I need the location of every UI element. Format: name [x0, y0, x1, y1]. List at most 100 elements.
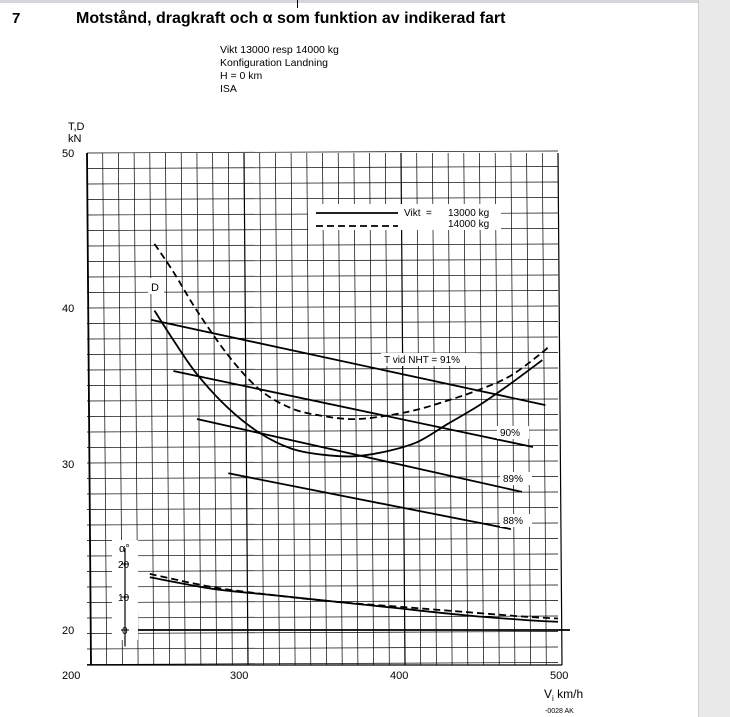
grid-hline — [86, 584, 559, 588]
grid-vline — [447, 152, 453, 666]
grid-hline — [86, 243, 559, 247]
grid-hline — [86, 646, 559, 650]
performance-chart: 20 30 40 50 200 300 400 500 α° 20 10 0 T,D kN Vi km… — [62, 121, 583, 715]
y-tick-label-20: 20 — [62, 625, 74, 637]
grid-vline — [432, 152, 437, 666]
grid-hline — [86, 631, 559, 634]
thrust-label-2: 89% — [503, 474, 523, 485]
condition-altitude: H = 0 km — [220, 70, 263, 82]
grid-vline — [557, 152, 563, 666]
condition-weight: Vikt 13000 resp 14000 kg — [220, 44, 339, 56]
grid-vline — [149, 152, 155, 666]
chart-title: Motstånd, dragkraft och α som funktion a… — [76, 10, 506, 27]
grid-vline — [290, 152, 296, 666]
alpha-tick-label-10: 10 — [118, 593, 130, 604]
x-label-unit: km/h — [554, 687, 583, 701]
grid-hline — [86, 600, 559, 603]
grid-hline — [86, 336, 559, 340]
grid-hline — [86, 181, 559, 185]
alpha-axis-label: α° — [119, 543, 130, 555]
grid-hline — [86, 476, 559, 479]
x-label-sub: i — [552, 694, 554, 703]
grid-hline — [86, 491, 559, 495]
grid-hline — [86, 398, 559, 402]
drag-label: D — [151, 282, 159, 294]
grid-vline — [463, 152, 469, 666]
grid-hline — [86, 538, 559, 541]
grid-vline — [243, 152, 249, 666]
grid-hline — [86, 367, 559, 371]
alpha-curve-14000 — [149, 573, 559, 620]
fold-mark — [297, 0, 298, 8]
thrust-label-bg-1 — [497, 426, 529, 439]
grid-hline — [86, 429, 559, 433]
grid-vline — [180, 152, 186, 666]
grid-hline — [86, 507, 559, 510]
grid-vline — [494, 152, 500, 666]
y-tick-label-30: 30 — [62, 459, 74, 471]
drag-label-bg — [148, 278, 164, 294]
grid-vline — [479, 152, 484, 666]
grid-vline — [541, 152, 547, 666]
y-tick-label-50: 50 — [62, 148, 74, 160]
grid-hline — [86, 290, 559, 293]
grid-hline — [86, 166, 559, 169]
grid-hline — [86, 150, 559, 154]
axis-labels: T,D kN Vi km/h -0028 AK — [68, 121, 583, 715]
legend-entry-14000: 14000 kg — [448, 219, 489, 230]
grid-hline — [86, 553, 559, 557]
x-label-v: Vi km/h — [544, 687, 583, 703]
footnote: -0028 AK — [545, 708, 574, 715]
alpha-tick-label-20: 20 — [118, 560, 130, 571]
grid-vline — [196, 152, 202, 666]
grid-vline — [384, 152, 390, 666]
thrust-line-1 — [173, 370, 534, 448]
grid-hline — [86, 259, 559, 262]
y-label-line1: T,D — [68, 121, 85, 133]
grid-hline — [86, 197, 559, 200]
chart-legend: Vikt = 13000 kg 14000 kg — [308, 204, 501, 230]
thrust-line-2 — [196, 418, 523, 493]
grid-vline — [400, 152, 406, 666]
grid-hline — [86, 414, 559, 417]
drag-curve-14000 — [153, 243, 550, 421]
grid-vline — [526, 152, 531, 666]
legend-label: Vikt = — [404, 208, 432, 219]
grid-vline — [322, 152, 327, 666]
grid-hline — [86, 352, 559, 355]
legend-entry-13000: 13000 kg — [448, 208, 489, 219]
thrust-label-bg-3 — [500, 514, 532, 527]
grid-hline — [86, 383, 559, 386]
grid-hline — [86, 274, 559, 278]
grid-hline — [86, 569, 559, 572]
x-tick-label-300: 300 — [230, 670, 248, 682]
chart-grid — [86, 150, 563, 666]
grid-hline — [86, 305, 559, 309]
thrust-label-3: 88% — [503, 516, 523, 527]
thrust-label-1: 90% — [500, 428, 520, 439]
x-tick-label-500: 500 — [550, 670, 568, 682]
x-tick-label-200: 200 — [62, 670, 80, 682]
thrust-label-bg-0 — [381, 353, 477, 366]
top-border — [0, 0, 698, 3]
grid-vline — [369, 152, 374, 666]
grid-vline — [337, 152, 343, 666]
alpha-tick-label-0: 0 — [122, 626, 128, 637]
condition-config: Konfiguration Landning — [220, 57, 329, 69]
grid-vline — [259, 152, 265, 666]
alpha-curve-13000 — [149, 576, 559, 623]
thrust-label-bg-2 — [500, 472, 532, 485]
y-tick-label-40: 40 — [62, 303, 74, 315]
grid-hline — [86, 460, 559, 464]
grid-hline — [86, 662, 559, 665]
condition-atmosphere: ISA — [220, 83, 237, 95]
thrust-line-0 — [151, 318, 546, 406]
conditions-block: Vikt 13000 resp 14000 kg Konfiguration L… — [220, 44, 339, 96]
thrust-line-3 — [228, 472, 512, 530]
grid-vline — [102, 152, 108, 666]
thrust-label-0: T vid NHT = 91% — [384, 355, 460, 366]
grid-vline — [306, 152, 312, 666]
y-label-line2: kN — [68, 133, 82, 145]
grid-vline — [165, 152, 170, 666]
y-axis — [86, 152, 92, 666]
